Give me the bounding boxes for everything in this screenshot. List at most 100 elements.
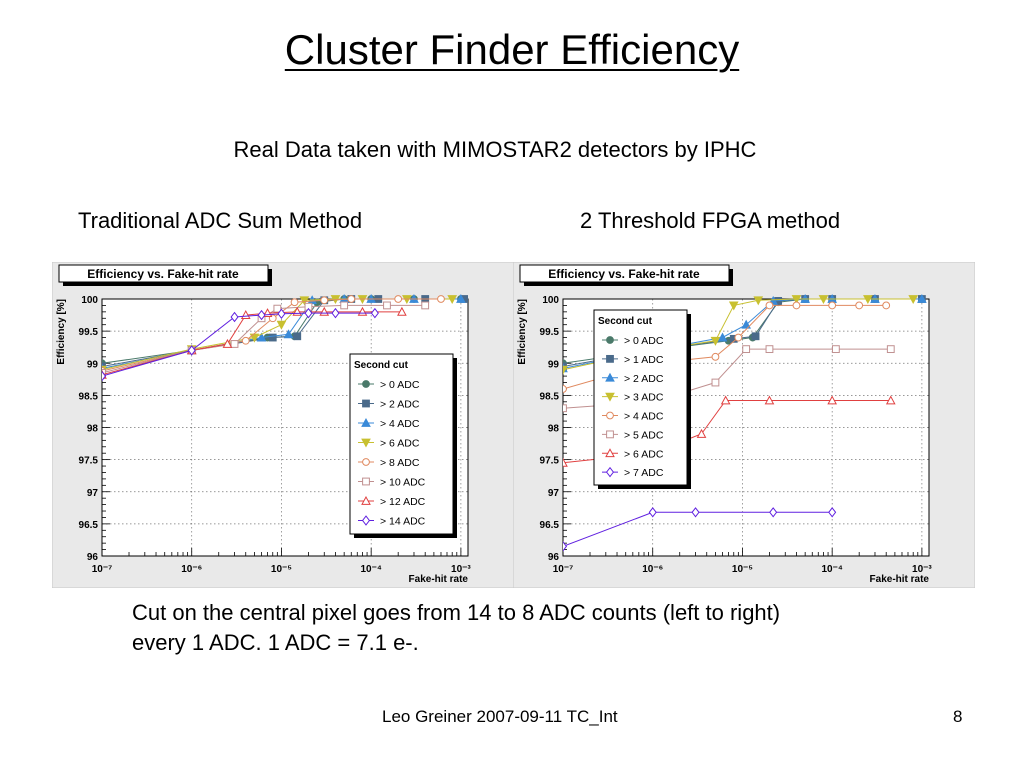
data-point	[563, 541, 568, 552]
data-point	[711, 352, 720, 361]
y-tick-label: 98	[87, 424, 99, 435]
y-tick-label: 99.5	[540, 327, 560, 338]
data-point	[855, 301, 864, 310]
legend-symbol-marker	[606, 354, 614, 363]
chart-title: Efficiency vs. Fake-hit rate	[548, 267, 700, 281]
legend-entry: > 10 ADC	[380, 477, 426, 489]
x-tick-label: 10⁻⁶	[642, 564, 663, 575]
left-chart-svg: Efficiency vs. Fake-hit rate 10⁻⁷ 10⁻⁶ 10⁻⁵…	[52, 262, 514, 588]
data-point	[818, 295, 829, 305]
data-point	[885, 395, 896, 405]
legend-title: Second cut	[354, 360, 409, 371]
series-7	[563, 507, 837, 552]
data-point	[908, 295, 919, 305]
caption: Cut on the central pixel goes from 14 to…	[132, 598, 780, 658]
data-point	[792, 301, 801, 310]
data-point	[827, 395, 838, 405]
data-point	[753, 296, 764, 306]
legend-entry: > 3 ADC	[624, 392, 664, 404]
y-tick-label: 96	[87, 552, 99, 563]
title-box	[58, 264, 269, 283]
data-point	[304, 307, 313, 319]
y-axis-label: Efficiency [%]	[517, 299, 528, 365]
y-tick-label: 99.5	[79, 327, 99, 338]
right-chart-svg: Efficiency vs. Fake-hit rate 10⁻⁷ 10⁻⁶ 10⁻⁵…	[513, 262, 975, 588]
legend-symbol-marker	[606, 411, 614, 420]
x-tick-label: 10⁻⁷	[553, 564, 574, 575]
legend-entry: > 6 ADC	[380, 438, 420, 450]
legend-symbol-marker	[605, 466, 615, 478]
data-point	[331, 307, 340, 319]
legend-title: Second cut	[598, 316, 653, 327]
x-axis-label: Fake-hit rate	[409, 574, 469, 585]
data-point	[741, 319, 752, 329]
data-point	[421, 301, 430, 310]
data-point	[751, 332, 760, 341]
slide-title: Cluster Finder Efficiency	[284, 26, 740, 73]
data-point	[276, 320, 287, 330]
legend-symbol-marker	[605, 392, 615, 402]
y-axis-label: Efficiency [%]	[56, 299, 67, 365]
legend-symbol-marker	[361, 515, 371, 526]
y-tick-label: 96	[548, 552, 560, 563]
legend-entry: > 6 ADC	[624, 448, 664, 460]
series-line	[102, 312, 375, 377]
data-point	[563, 457, 568, 467]
legend-symbol-marker	[362, 399, 370, 408]
data-point	[370, 307, 379, 319]
data-point	[437, 295, 445, 303]
slide-subtitle: Real Data taken with MIMOSTAR2 detectors…	[233, 137, 757, 162]
legend-symbol-marker	[362, 458, 370, 466]
data-point	[340, 301, 349, 310]
data-point	[273, 304, 282, 313]
data-point	[728, 301, 739, 311]
data-point	[765, 301, 774, 310]
data-point	[828, 301, 837, 310]
y-tick-label: 96.5	[79, 520, 99, 531]
legend-entry: > 7 ADC	[624, 467, 664, 479]
y-tick-label: 97.5	[540, 456, 560, 467]
chart-title: Efficiency vs. Fake-hit rate	[87, 267, 239, 281]
data-point	[277, 308, 286, 319]
data-point	[648, 507, 657, 518]
data-point	[397, 306, 407, 316]
legend-symbol-marker	[361, 438, 371, 448]
data-point	[394, 295, 403, 303]
data-point	[290, 298, 299, 307]
legend-entry: > 1 ADC	[624, 354, 664, 366]
y-tick-label: 100	[81, 295, 98, 306]
legend-entry: > 4 ADC	[380, 418, 420, 430]
data-point	[691, 507, 700, 518]
x-tick-label: 10⁻⁴	[821, 564, 842, 575]
left-method-label: Traditional ADC Sum Method	[78, 208, 363, 233]
data-point	[241, 336, 250, 345]
data-point	[882, 301, 891, 310]
title-box	[519, 264, 730, 283]
x-tick-label: 10⁻⁵	[732, 564, 753, 575]
y-tick-label: 98.5	[540, 391, 560, 402]
legend-symbol-marker	[362, 477, 370, 486]
data-point	[563, 404, 567, 413]
page-number: 8	[953, 707, 963, 726]
footer-author: Leo Greiner 2007-09-11 TC_Int	[382, 707, 618, 726]
data-point	[717, 332, 728, 342]
x-tick-label: 10⁻⁶	[181, 564, 202, 575]
y-tick-label: 97.5	[79, 456, 99, 467]
data-point	[734, 333, 743, 342]
data-point	[791, 295, 802, 305]
y-tick-label: 96.5	[540, 520, 560, 531]
x-axis-label: Fake-hit rate	[870, 574, 930, 585]
legend-entry: > 2 ADC	[624, 373, 664, 385]
data-point	[293, 332, 302, 341]
left-efficiency-plot: Efficiency vs. Fake-hit rate 10⁻⁷ 10⁻⁶ 10⁻⁵…	[52, 262, 514, 588]
legend-entry: > 14 ADC	[380, 516, 426, 528]
legend-symbol-marker	[605, 372, 615, 382]
data-point	[230, 340, 239, 348]
data-point	[299, 296, 310, 306]
data-point	[742, 345, 751, 354]
right-method-label: 2 Threshold FPGA method	[580, 208, 841, 233]
data-point	[710, 336, 721, 346]
caption-line-2: every 1 ADC. 1 ADC = 7.1 e-.	[132, 630, 419, 655]
data-point	[230, 311, 239, 323]
legend-symbol-marker	[361, 495, 371, 505]
